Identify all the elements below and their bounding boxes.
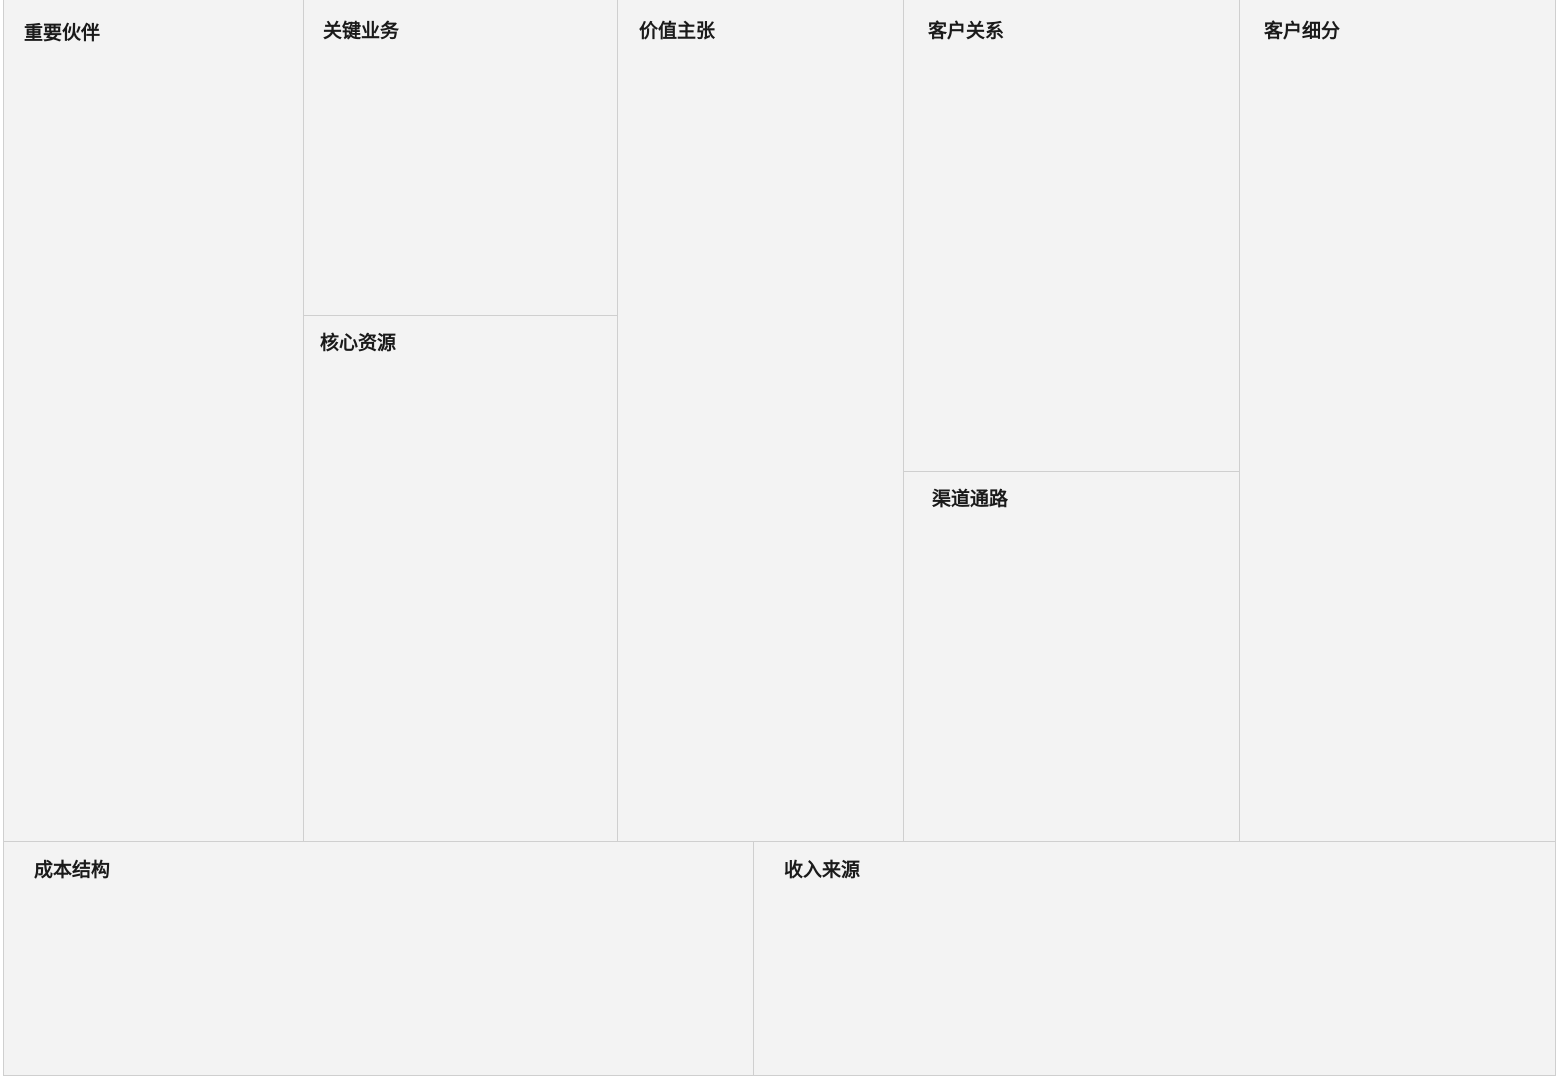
value-propositions-block[interactable]: 价值主张 xyxy=(617,0,904,842)
channels-block[interactable]: 渠道通路 xyxy=(903,471,1240,842)
customer-relationships-block[interactable]: 客户关系 xyxy=(903,0,1240,472)
key-activities-block[interactable]: 关键业务 xyxy=(303,0,618,316)
value-propositions-title: 价值主张 xyxy=(639,20,716,42)
customer-segments-title: 客户细分 xyxy=(1264,20,1341,42)
cost-structure-title: 成本结构 xyxy=(34,859,111,881)
key-partners-title: 重要伙伴 xyxy=(24,22,101,44)
cost-structure-block[interactable]: 成本结构 xyxy=(3,841,754,1076)
key-resources-block[interactable]: 核心资源 xyxy=(303,315,618,842)
revenue-streams-block[interactable]: 收入来源 xyxy=(753,841,1556,1076)
channels-title: 渠道通路 xyxy=(932,488,1009,510)
customer-relationships-title: 客户关系 xyxy=(928,20,1005,42)
revenue-streams-title: 收入来源 xyxy=(784,859,861,881)
key-resources-title: 核心资源 xyxy=(320,332,397,354)
key-partners-block[interactable]: 重要伙伴 xyxy=(3,0,304,842)
customer-segments-block[interactable]: 客户细分 xyxy=(1239,0,1556,842)
key-activities-title: 关键业务 xyxy=(323,20,400,42)
